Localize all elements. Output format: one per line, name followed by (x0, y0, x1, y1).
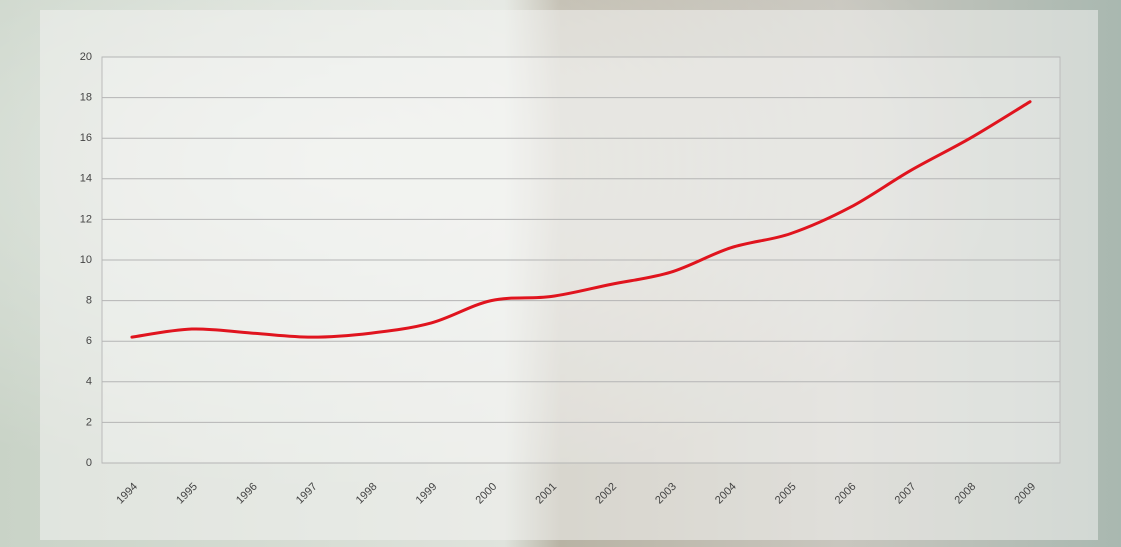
y-tick-label: 8 (86, 295, 92, 307)
y-tick-label: 18 (80, 92, 92, 104)
line (130, 100, 1032, 339)
chart-panel (40, 10, 1098, 540)
y-tick-label: 4 (86, 376, 92, 388)
y-tick-label: 12 (80, 213, 92, 225)
y-tick-label: 6 (86, 335, 92, 347)
y-tick-label: 0 (86, 457, 92, 469)
y-tick-label: 20 (80, 51, 92, 63)
y-tick-label: 14 (80, 173, 92, 185)
y-tick-label: 16 (80, 132, 92, 144)
y-tick-label: 2 (86, 416, 92, 428)
y-tick-label: 10 (80, 254, 92, 266)
